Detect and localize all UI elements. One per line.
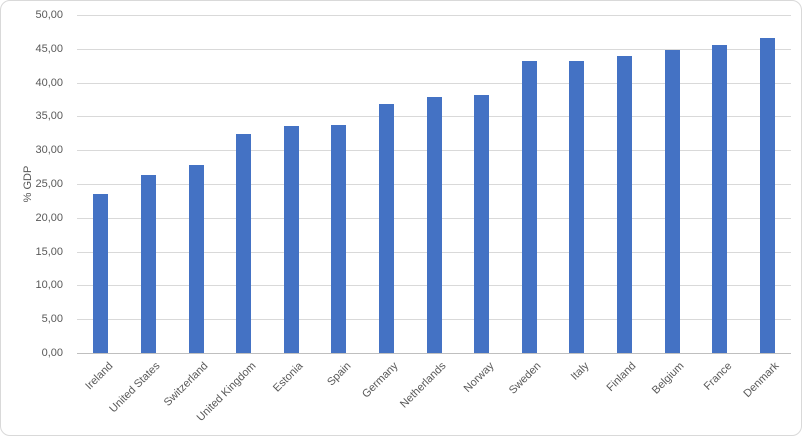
bar-ireland <box>93 194 109 353</box>
bar-belgium <box>664 50 680 353</box>
x-axis-category-label: France <box>701 360 735 393</box>
bar-estonia <box>283 125 299 353</box>
bar-italy <box>569 60 585 353</box>
x-axis-category-label: Netherlands <box>398 360 449 411</box>
y-axis-tick-label: 5,00 <box>41 313 63 326</box>
y-axis-tick-label: 30,00 <box>35 144 63 157</box>
bar-denmark <box>759 37 775 353</box>
bar-sweden <box>521 60 537 353</box>
y-axis-tick-label: 45,00 <box>35 42 63 55</box>
y-axis-tick-label: 25,00 <box>35 178 63 190</box>
bar-germany <box>378 103 394 353</box>
bar-united-states <box>140 175 156 353</box>
x-axis-category-label: Italy <box>568 360 592 383</box>
x-axis-category-label: Estonia <box>271 360 306 395</box>
y-axis-tick-label: 0,00 <box>41 347 63 359</box>
y-axis-tick-label: 10,00 <box>35 279 63 292</box>
x-axis-category-label: Switzerland <box>161 360 211 409</box>
bar-netherlands <box>426 97 442 353</box>
x-axis-category-label: Finland <box>604 360 639 394</box>
x-axis-category-label: Spain <box>324 360 354 389</box>
x-axis-category-label: Belgium <box>649 360 687 397</box>
bar-finland <box>616 55 632 353</box>
bar-switzerland <box>188 165 204 353</box>
y-axis-tick-label: 15,00 <box>35 245 63 258</box>
x-axis-category-label: Norway <box>461 360 497 395</box>
bar-norway <box>474 95 490 353</box>
gridline <box>77 82 791 84</box>
bar-united-kingdom <box>236 133 252 353</box>
gridline <box>77 48 791 50</box>
x-axis-category-label: Germany <box>360 360 401 401</box>
x-axis-category-label: Denmark <box>741 360 782 401</box>
bar-spain <box>331 124 347 353</box>
gridline <box>77 15 791 16</box>
plot-area <box>77 15 791 354</box>
y-axis-tick-label: 40,00 <box>35 76 63 89</box>
y-axis-tick-label: 20,00 <box>35 211 63 224</box>
y-axis-tick-label: 50,00 <box>35 9 63 21</box>
x-axis-category-label: Ireland <box>83 360 116 393</box>
bar-france <box>712 45 728 353</box>
y-axis-tick-label: 35,00 <box>35 110 63 123</box>
x-axis-category-label: Sweden <box>507 360 544 397</box>
